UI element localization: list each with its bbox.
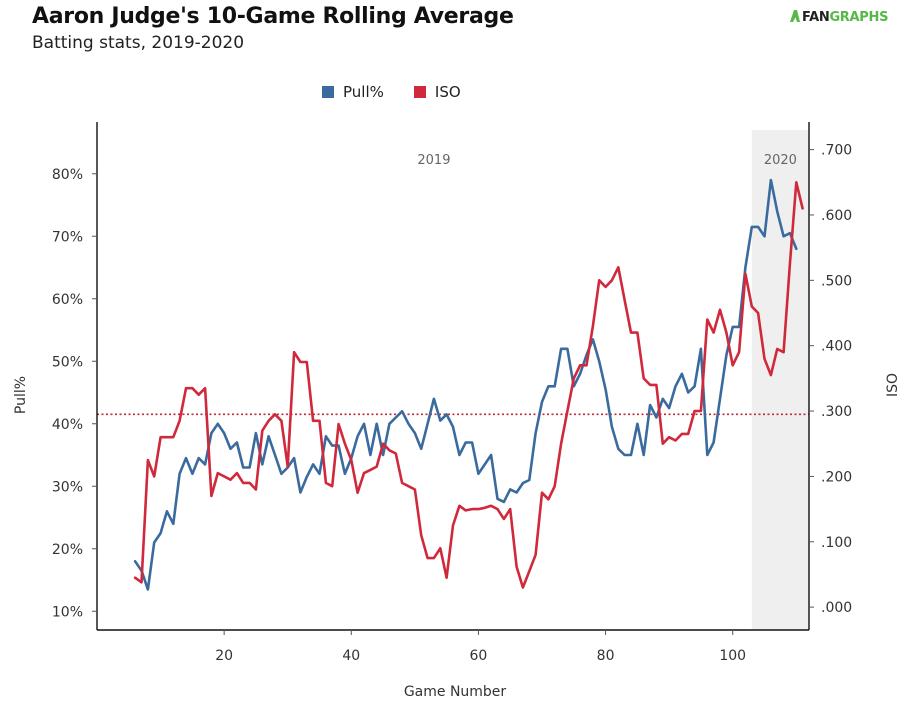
y-right-tick-label: .400 xyxy=(821,339,852,355)
year-annotation-2020: 2020 xyxy=(764,153,797,168)
y-left-tick-label: 60% xyxy=(52,292,83,308)
series-line-iso xyxy=(133,181,804,589)
y-right-tick-label: .600 xyxy=(821,208,852,224)
x-axis-title: Game Number xyxy=(404,684,507,700)
y-right-tick-label: .300 xyxy=(821,404,852,420)
x-tick-label: 40 xyxy=(342,648,360,664)
logo-text-fan: FAN xyxy=(802,10,830,25)
legend-swatch-iso xyxy=(413,86,426,98)
y-right-tick-label: .200 xyxy=(821,469,852,485)
y-axis-right-title: ISO xyxy=(885,373,900,397)
legend-item-iso: ISO xyxy=(413,83,461,101)
legend-item-pull: Pull% xyxy=(322,83,384,101)
y-left-tick-label: 10% xyxy=(52,604,83,620)
y-right-tick-label: .100 xyxy=(821,535,852,551)
y-right-tick-label: .000 xyxy=(821,600,852,616)
chart-subtitle: Batting stats, 2019-2020 xyxy=(32,33,245,53)
y-right-tick-label: .700 xyxy=(821,143,852,159)
year-annotation-2019: 2019 xyxy=(417,153,450,168)
y-right-tick-label: .500 xyxy=(821,273,852,289)
legend-label-iso: ISO xyxy=(434,83,461,101)
y-left-tick-label: 30% xyxy=(52,479,83,495)
legend-label-pull: Pull% xyxy=(343,83,384,101)
y-axis-left-title: Pull% xyxy=(13,376,29,414)
shaded-region-2020 xyxy=(751,130,809,630)
y-left-tick-label: 80% xyxy=(52,167,83,183)
logo-text-graphs: GRAPHS xyxy=(829,10,889,25)
y-left-tick-label: 70% xyxy=(52,229,83,245)
legend-swatch-pull xyxy=(322,86,334,98)
x-tick-label: 80 xyxy=(597,648,615,664)
fangraphs-batter-icon xyxy=(790,10,800,22)
y-left-tick-label: 40% xyxy=(52,417,83,433)
x-tick-label: 20 xyxy=(215,648,233,664)
x-tick-label: 60 xyxy=(470,648,488,664)
legend: Pull% ISO xyxy=(322,83,461,101)
chart-title: Aaron Judge's 10-Game Rolling Average xyxy=(32,4,514,29)
x-tick-label: 100 xyxy=(719,648,746,664)
y-left-tick-label: 50% xyxy=(52,354,83,370)
series-line-pull xyxy=(133,178,798,591)
y-left-tick-label: 20% xyxy=(52,542,83,558)
fangraphs-logo: FANGRAPHS xyxy=(790,10,888,25)
